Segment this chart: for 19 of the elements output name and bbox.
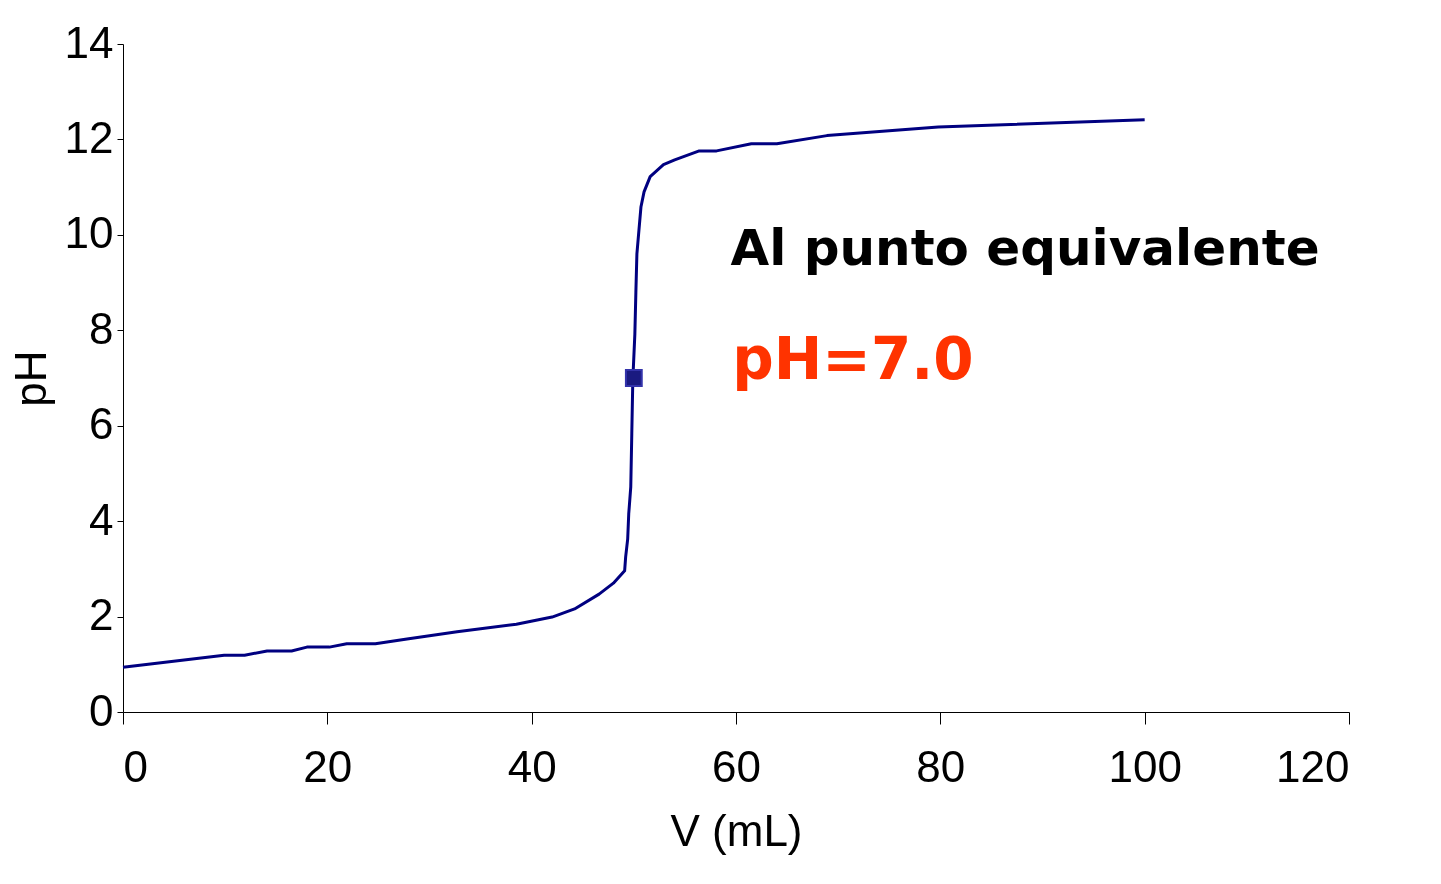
x-tick-label: 100	[1108, 741, 1182, 791]
x-tick-label: 20	[303, 741, 353, 791]
y-tick-label: 6	[89, 399, 114, 449]
x-tick-label: 40	[507, 741, 557, 791]
x-tick-label: 80	[916, 741, 966, 791]
annotation: pH=7.0	[732, 325, 974, 393]
x-tick-label: 120	[1276, 741, 1350, 791]
y-tick-label: 14	[64, 17, 114, 67]
x-axis-title: V (mL)	[670, 805, 803, 855]
x-tick-label: 0	[123, 741, 148, 791]
y-tick-label: 10	[64, 208, 114, 258]
x-tick-label: 60	[712, 741, 761, 791]
annotation: Al punto equivalente	[730, 219, 1320, 277]
y-tick-label: 8	[89, 303, 114, 353]
y-tick-label: 2	[89, 590, 114, 640]
y-tick-label: 12	[64, 112, 114, 162]
y-axis-title: pH	[5, 350, 55, 407]
y-tick-label: 0	[89, 685, 114, 735]
y-tick-label: 4	[89, 494, 114, 544]
